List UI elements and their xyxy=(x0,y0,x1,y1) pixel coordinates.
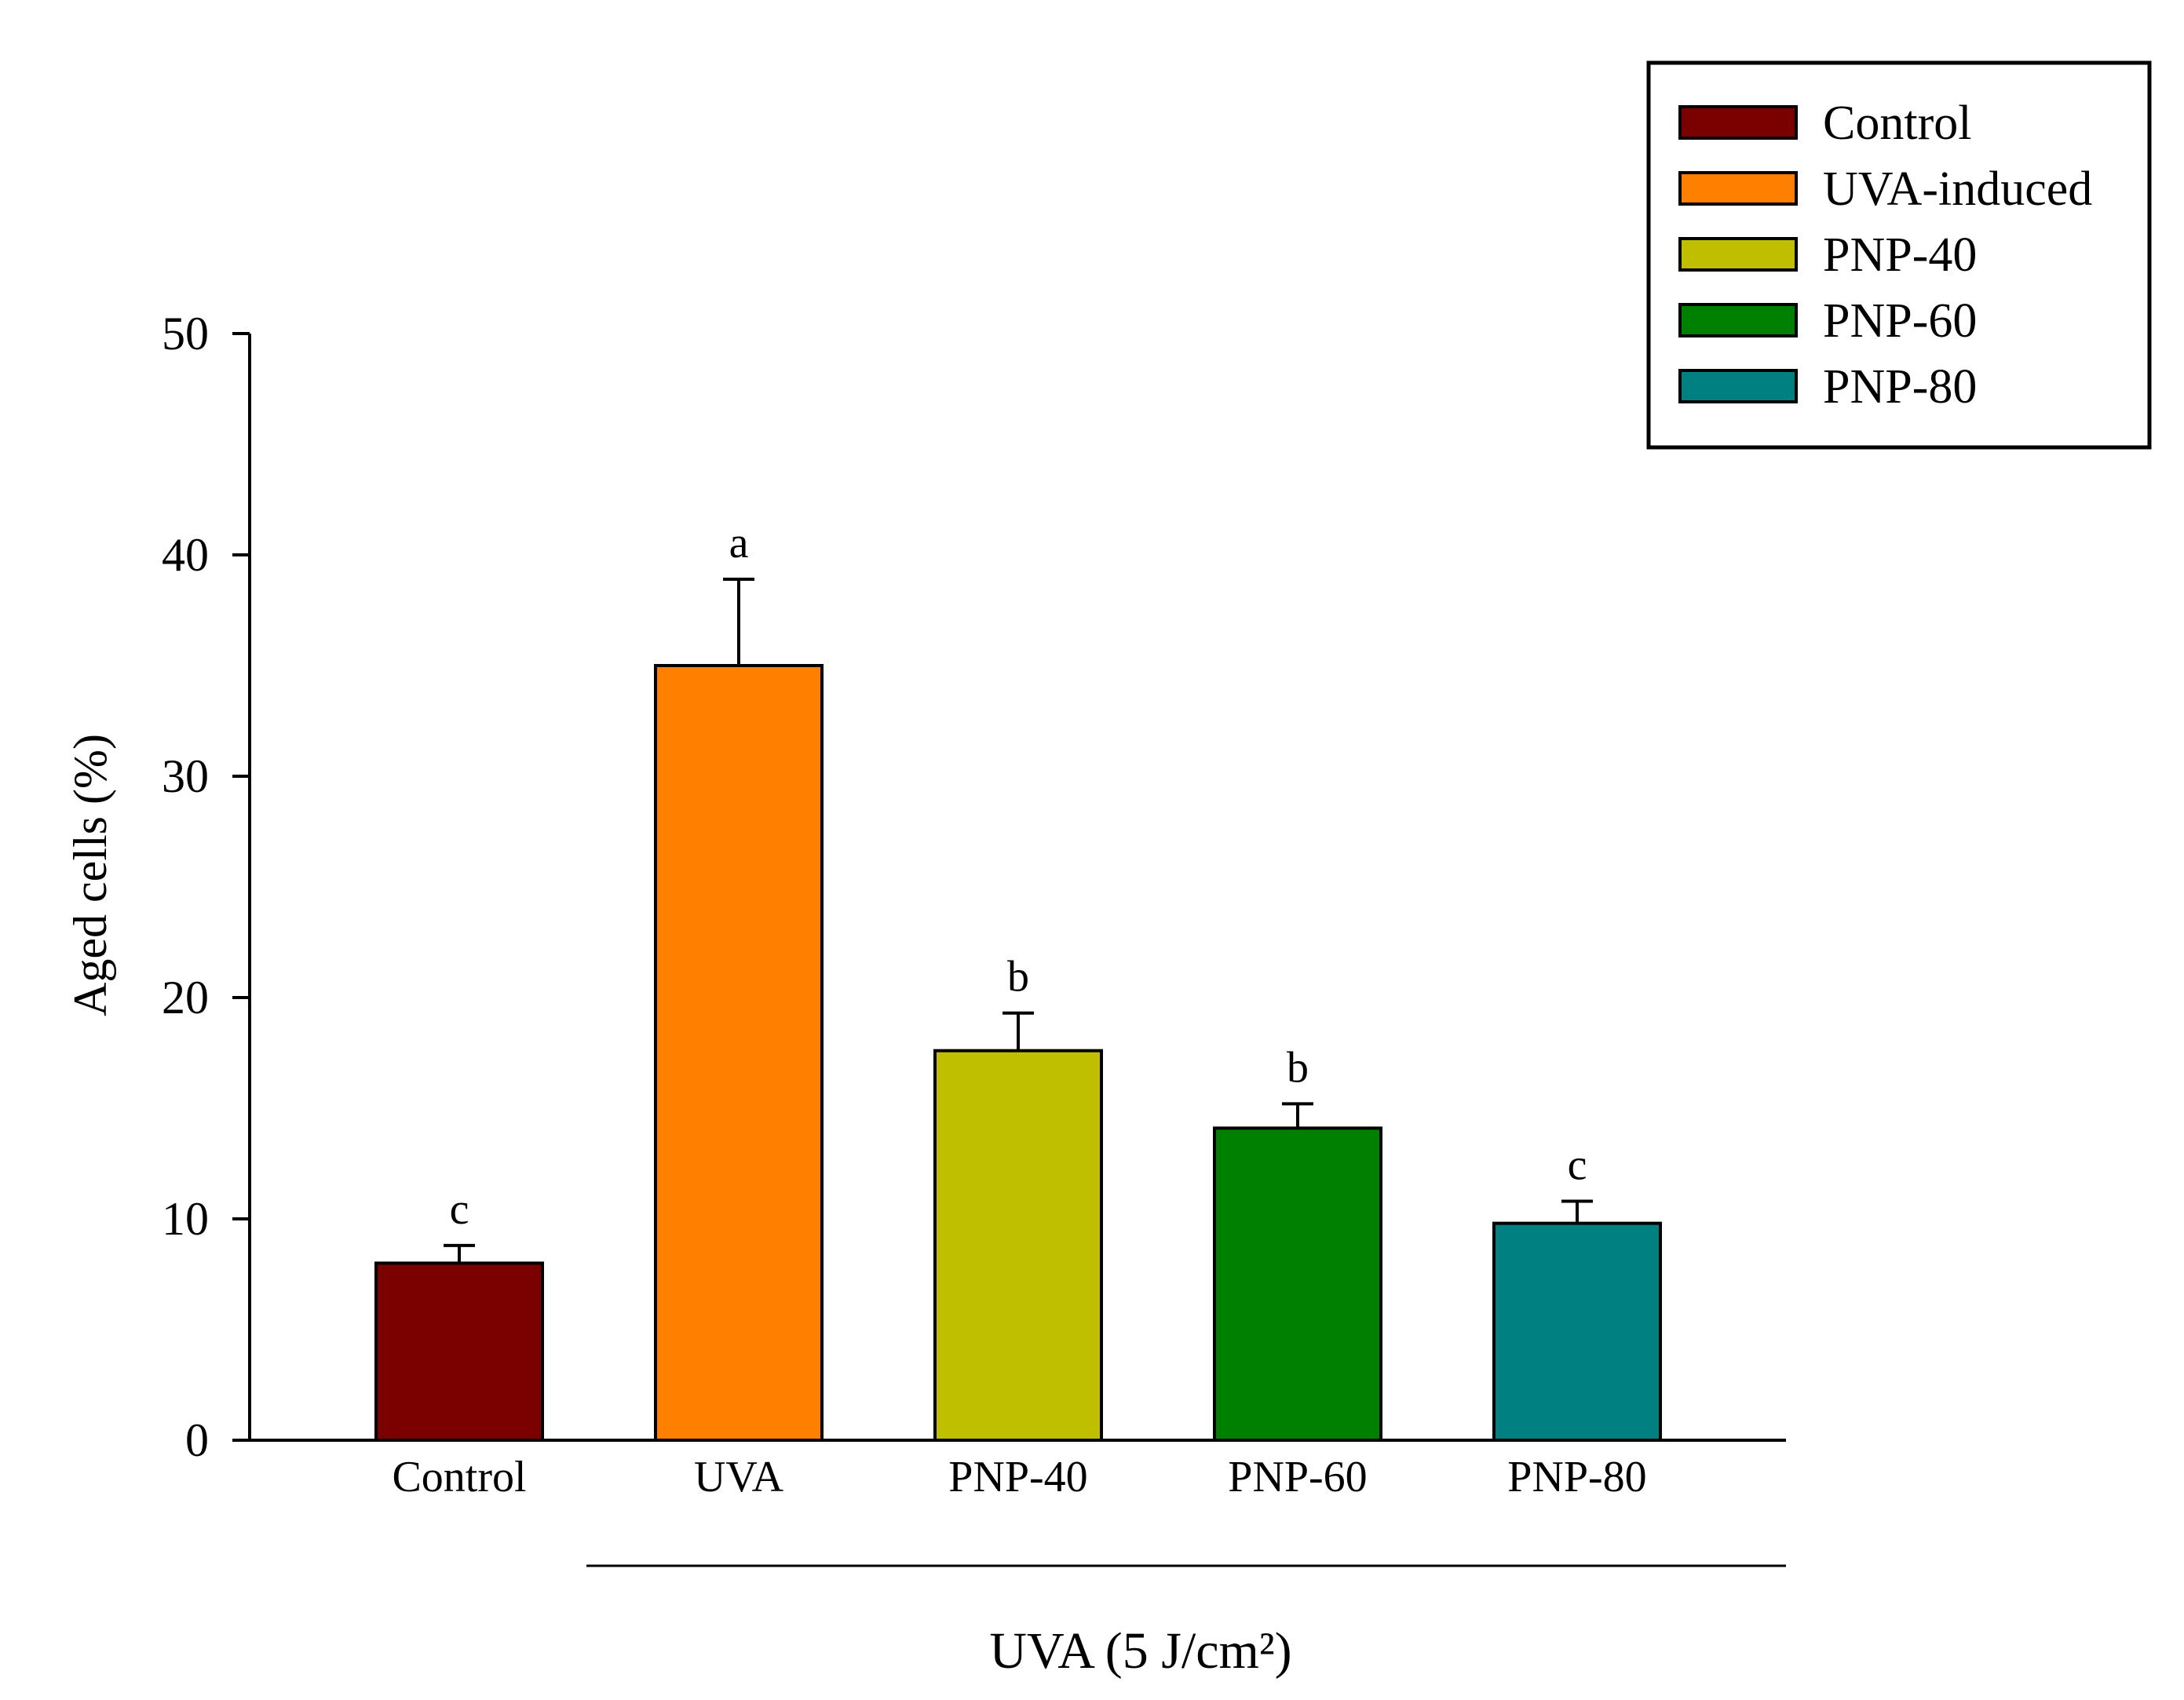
legend-swatch xyxy=(1678,369,1798,403)
legend-label: PNP-40 xyxy=(1823,228,1977,282)
legend-label: UVA-induced xyxy=(1823,162,2092,216)
legend-label: PNP-80 xyxy=(1823,360,1977,414)
y-axis-title: Aged cells (%) xyxy=(64,734,116,1016)
significance-label: b xyxy=(1007,953,1029,1001)
legend: Control UVA-induced PNP-40 PNP-60 PNP-80 xyxy=(1646,60,2152,450)
y-tick-label: 40 xyxy=(162,529,209,581)
x-tick-label: PNP-80 xyxy=(1507,1453,1646,1501)
significance-label: a xyxy=(729,519,749,567)
legend-swatch xyxy=(1678,105,1798,140)
y-tick-label: 30 xyxy=(162,750,209,802)
legend-label: PNP-60 xyxy=(1823,294,1977,348)
significance-label: c xyxy=(450,1185,469,1234)
y-tick-label: 10 xyxy=(162,1193,209,1245)
y-tick-label: 0 xyxy=(185,1414,209,1466)
group-title: UVA (5 J/cm²) xyxy=(989,1622,1291,1680)
bars-layer xyxy=(374,578,1662,1443)
legend-swatch xyxy=(1678,171,1798,206)
bar xyxy=(654,664,824,1442)
y-tick-label: 20 xyxy=(162,972,209,1023)
x-tick-label: PNP-60 xyxy=(1228,1453,1367,1501)
bar xyxy=(1213,1126,1382,1442)
x-tick-label: Control xyxy=(392,1453,526,1501)
bar xyxy=(374,1261,544,1443)
x-tick-label: PNP-40 xyxy=(948,1453,1087,1501)
x-tick-label: UVA xyxy=(694,1453,784,1501)
legend-swatch xyxy=(1678,237,1798,272)
axes-layer: 0 10 20 30 40 50 Aged cells (%) xyxy=(64,308,1786,1466)
significance-label: b xyxy=(1287,1043,1309,1092)
labels-layer: c Control a UVA b PNP-40 b PNP-60 c PNP-80 UVA (5 … xyxy=(392,519,1786,1680)
significance-label: c xyxy=(1568,1140,1587,1189)
legend-label: Control xyxy=(1823,97,1971,150)
bar xyxy=(1492,1221,1662,1442)
legend-swatch xyxy=(1678,303,1798,337)
bar xyxy=(933,1049,1103,1443)
y-tick-label: 50 xyxy=(162,308,209,359)
